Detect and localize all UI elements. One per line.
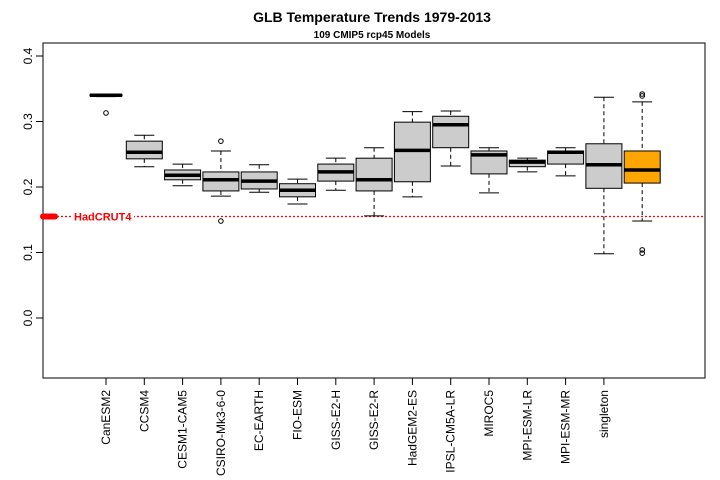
- box-iqr: [355, 157, 393, 192]
- box-iqr: [623, 150, 661, 184]
- y-tick-label: 0.4: [21, 47, 35, 64]
- box-IPSL-CM5A-LR: [432, 110, 470, 167]
- x-tick-label: GISS-E2-H: [329, 390, 343, 450]
- box-FIO-ESM: [279, 178, 316, 205]
- box-CCSM4: [125, 134, 163, 168]
- box-GISS-E2-R: [355, 147, 393, 217]
- box-MIROC5: [470, 147, 508, 194]
- x-tick-label: IPSL-CM5A-LR: [444, 390, 458, 473]
- outlier-point: [218, 218, 224, 224]
- outlier-point: [218, 138, 224, 144]
- box-GISS-E2-H: [317, 157, 355, 191]
- plot-area-border: [42, 42, 706, 379]
- y-tick-label: 0.3: [21, 113, 35, 130]
- chart-title: GLB Temperature Trends 1979-2013: [253, 9, 491, 25]
- reference-label-bg: [72, 210, 134, 223]
- outlier-point: [639, 93, 646, 99]
- x-tick-label: MPI-ESM-MR: [559, 390, 573, 464]
- x-tick-label: CCSM4: [137, 390, 151, 432]
- box-HadGEM2-ES: [393, 111, 431, 198]
- outlier-point: [639, 91, 646, 97]
- box-MPI-ESM-LR: [508, 157, 546, 173]
- x-tick-label: HadGEM2-ES: [405, 390, 419, 466]
- reference-label: HadCRUT4: [74, 211, 132, 223]
- x-axis: CanESM2 CCSM4 CESM1-CAM5 CSIRO-Mk3-6-0 EC-EA…: [99, 378, 611, 476]
- y-tick-label: 0.0: [21, 309, 35, 326]
- box-iqr: [432, 115, 470, 149]
- x-tick-label: MPI-ESM-LR: [520, 390, 534, 461]
- chart-subtitle: 109 CMIP5 rcp45 Models: [314, 30, 431, 41]
- outlier-point: [103, 110, 109, 116]
- x-tick-label: singleton: [597, 390, 611, 438]
- box-all-models: [623, 91, 661, 256]
- box-MPI-ESM-MR: [547, 147, 585, 177]
- outlier-point: [639, 247, 646, 253]
- box-iqr: [125, 140, 163, 160]
- x-tick-label: CanESM2: [99, 390, 113, 445]
- x-tick-label: MIROC5: [482, 390, 496, 437]
- y-tick-label: 0.1: [21, 244, 35, 261]
- box-CESM1-CAM5: [164, 163, 202, 187]
- x-tick-label: FIO-ESM: [291, 390, 305, 440]
- boxes-group: [89, 91, 661, 256]
- y-axis: 0.0 0.1 0.2 0.3 0.4: [21, 47, 43, 326]
- x-tick-label: CESM1-CAM5: [176, 390, 190, 469]
- reference-line-group: HadCRUT4: [40, 210, 705, 223]
- y-tick-label: 0.2: [21, 178, 35, 195]
- box-singleton: [585, 96, 623, 255]
- box-iqr: [470, 150, 508, 175]
- box-EC-EARTH: [240, 164, 278, 193]
- box-CanESM2: [89, 93, 123, 116]
- x-tick-label: CSIRO-Mk3-6-0: [214, 390, 228, 476]
- x-tick-label: EC-EARTH: [252, 390, 266, 451]
- x-tick-label: GISS-E2-R: [367, 390, 381, 450]
- outlier-point: [639, 250, 646, 256]
- box-CSIRO-Mk3-6-0: [202, 138, 240, 224]
